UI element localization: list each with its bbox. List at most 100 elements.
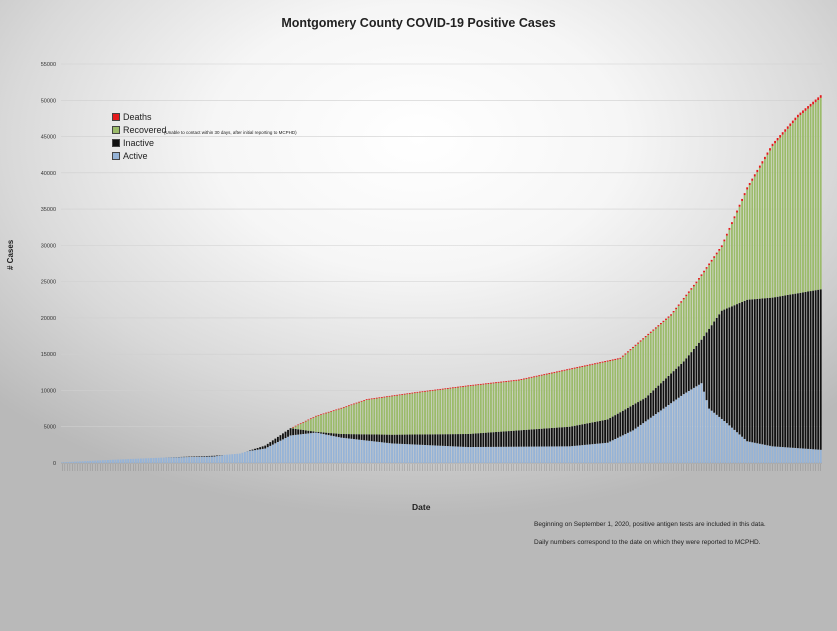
bar-inactive: [327, 432, 330, 436]
x-axis-label: Date: [412, 502, 431, 512]
bar-active: [198, 456, 201, 463]
bar-deaths: [299, 423, 302, 424]
bar-inactive: [479, 433, 482, 447]
bar-deaths: [723, 239, 726, 242]
bar-active: [368, 440, 371, 463]
bar-active: [507, 446, 510, 463]
bar-inactive: [492, 432, 495, 447]
bar-active: [578, 445, 581, 463]
bar-active: [243, 451, 246, 463]
bar-active: [495, 446, 497, 463]
bar-active: [462, 446, 464, 463]
bar-recovered: [484, 384, 487, 433]
bar-inactive: [611, 416, 614, 441]
bar-inactive: [408, 434, 411, 445]
bar-active: [753, 442, 756, 463]
bar-inactive: [454, 434, 457, 447]
bar-inactive: [665, 378, 667, 407]
bar-inactive: [634, 403, 637, 429]
bar-active: [266, 447, 269, 463]
bar-recovered: [753, 176, 756, 300]
bar-deaths: [606, 360, 609, 362]
bar-active: [520, 446, 523, 463]
bar-recovered: [332, 411, 335, 434]
bar-active: [751, 442, 754, 463]
bar-recovered: [391, 396, 393, 435]
bar-active: [441, 445, 444, 463]
bar-inactive: [761, 298, 764, 445]
bar-recovered: [497, 382, 500, 432]
bar-recovered: [304, 421, 307, 431]
bar-inactive: [393, 434, 396, 444]
bar-inactive: [647, 395, 650, 420]
bar-active: [652, 415, 655, 463]
bar-deaths: [756, 169, 759, 173]
bar-inactive: [545, 428, 548, 447]
bar-active: [261, 448, 264, 463]
bar-active: [264, 448, 267, 463]
bar-deaths: [540, 374, 543, 376]
bar-inactive: [733, 305, 736, 430]
bar-inactive: [548, 428, 551, 447]
bar-active: [512, 446, 515, 463]
bar-deaths: [378, 397, 381, 399]
bar-active: [644, 421, 647, 463]
bar-inactive: [771, 297, 774, 447]
bar-inactive: [807, 291, 809, 449]
bar-recovered: [452, 388, 454, 435]
bar-inactive: [426, 434, 429, 446]
bar-recovered: [556, 372, 558, 428]
bar-inactive: [317, 432, 320, 434]
bar-inactive: [259, 447, 262, 450]
bar-deaths: [720, 245, 723, 248]
bar-inactive: [662, 380, 665, 409]
bar-recovered: [660, 324, 662, 384]
bar-recovered: [477, 385, 480, 434]
bar-inactive: [725, 308, 728, 424]
bar-inactive: [784, 295, 787, 448]
bar-active: [538, 446, 541, 463]
bar-deaths: [796, 114, 799, 118]
bar-inactive: [558, 427, 561, 447]
bar-recovered: [715, 254, 718, 318]
bar-deaths: [710, 259, 713, 262]
bar-deaths: [764, 156, 766, 160]
bar-deaths: [510, 380, 513, 382]
bar-active: [254, 450, 256, 463]
bar-inactive: [355, 434, 358, 440]
bar-deaths: [741, 198, 744, 201]
bar-deaths: [431, 389, 434, 391]
bar-active: [791, 447, 794, 463]
bar-inactive: [629, 406, 632, 432]
bar-active: [236, 453, 239, 463]
bar-active: [426, 445, 429, 463]
bar-active: [736, 432, 738, 463]
bar-active: [812, 449, 815, 463]
bar-inactive: [302, 429, 305, 434]
bar-inactive: [200, 456, 203, 457]
bar-inactive: [533, 429, 536, 447]
bar-active: [299, 434, 302, 463]
bar-recovered: [817, 99, 820, 290]
bar-inactive: [573, 425, 576, 446]
bar-inactive: [304, 430, 307, 434]
bar-active: [71, 461, 74, 463]
bar-active: [573, 445, 576, 463]
bar-deaths: [497, 381, 500, 383]
bar-inactive: [654, 388, 657, 415]
bar-active: [497, 446, 500, 463]
bar-recovered: [581, 366, 584, 425]
bar-inactive: [591, 422, 594, 445]
bar-recovered: [791, 123, 794, 295]
bar-recovered: [624, 354, 627, 410]
bar-recovered: [507, 381, 510, 432]
bar-recovered: [469, 385, 472, 434]
bar-deaths: [335, 409, 338, 411]
bar-deaths: [353, 403, 355, 405]
bar-deaths: [652, 329, 655, 331]
bar-recovered: [779, 137, 782, 297]
bar-recovered: [794, 120, 797, 294]
bar-active: [81, 461, 84, 463]
bar-deaths: [459, 386, 462, 388]
bar-inactive: [444, 434, 447, 446]
